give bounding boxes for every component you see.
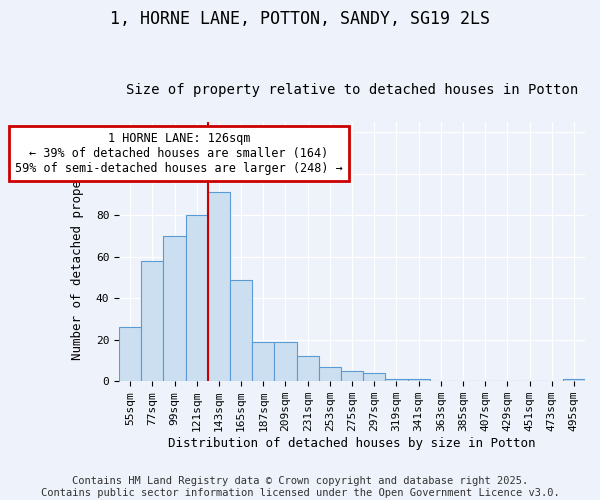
- Text: 1, HORNE LANE, POTTON, SANDY, SG19 2LS: 1, HORNE LANE, POTTON, SANDY, SG19 2LS: [110, 10, 490, 28]
- Bar: [230, 280, 252, 381]
- Bar: [363, 373, 385, 381]
- Bar: [141, 261, 163, 381]
- Bar: [185, 215, 208, 381]
- Bar: [319, 366, 341, 381]
- Bar: [385, 379, 407, 381]
- Bar: [252, 342, 274, 381]
- Bar: [208, 192, 230, 381]
- Bar: [563, 379, 585, 381]
- X-axis label: Distribution of detached houses by size in Potton: Distribution of detached houses by size …: [168, 437, 536, 450]
- Bar: [274, 342, 296, 381]
- Bar: [163, 236, 185, 381]
- Text: 1 HORNE LANE: 126sqm
← 39% of detached houses are smaller (164)
59% of semi-deta: 1 HORNE LANE: 126sqm ← 39% of detached h…: [15, 132, 343, 175]
- Bar: [341, 371, 363, 381]
- Title: Size of property relative to detached houses in Potton: Size of property relative to detached ho…: [126, 83, 578, 97]
- Text: Contains HM Land Registry data © Crown copyright and database right 2025.
Contai: Contains HM Land Registry data © Crown c…: [41, 476, 559, 498]
- Bar: [296, 356, 319, 381]
- Y-axis label: Number of detached properties: Number of detached properties: [71, 143, 83, 360]
- Bar: [119, 328, 141, 381]
- Bar: [407, 379, 430, 381]
